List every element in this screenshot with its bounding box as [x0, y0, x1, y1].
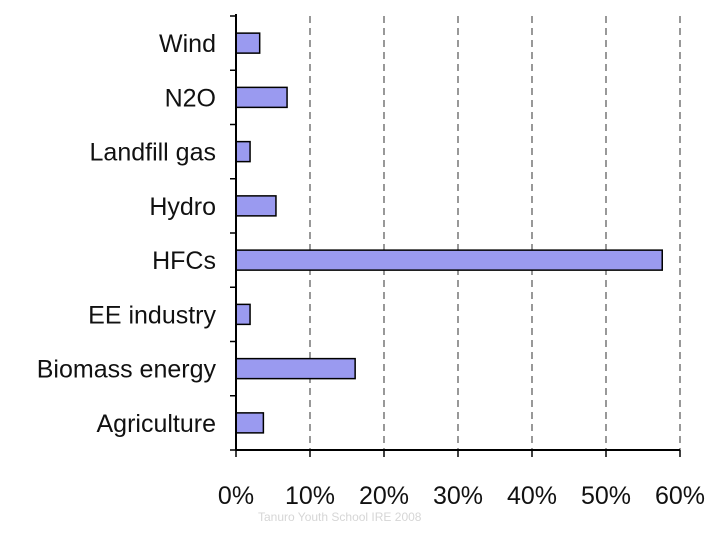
grid-lines — [309, 16, 681, 450]
category-labels: Wind N2O Landfill gas Hydro HFCs EE industry B… — [37, 30, 217, 438]
x-tick-label: 0% — [218, 482, 254, 510]
bar-landfill-gas — [235, 140, 251, 163]
x-tick-labels: 0% 10% 20% 30% 40% 50% 60% — [218, 482, 705, 510]
bars — [235, 32, 663, 434]
x-tick-label: 30% — [433, 482, 483, 510]
bar-hfcs — [235, 249, 663, 271]
category-label: Landfill gas — [90, 139, 216, 167]
category-label: EE industry — [88, 301, 216, 329]
category-label: Hydro — [149, 193, 216, 221]
x-tick-label: 20% — [359, 482, 409, 510]
bar-ee-industry — [235, 303, 251, 326]
bar-biomass-energy — [235, 357, 356, 380]
x-tick-label: 40% — [507, 482, 557, 510]
category-label: Biomass energy — [37, 356, 217, 384]
bar-wind — [235, 32, 261, 54]
x-tick-label: 50% — [581, 482, 631, 510]
bar-hydro — [235, 195, 277, 217]
category-label: Agriculture — [97, 410, 217, 438]
axes — [230, 14, 681, 457]
bar-agriculture — [235, 412, 265, 434]
x-tick-label: 60% — [655, 482, 705, 510]
watermark-text: Tanuro Youth School IRE 2008 — [258, 510, 422, 524]
category-label: N2O — [165, 84, 216, 112]
category-label: HFCs — [152, 247, 216, 275]
bar-n2o — [235, 86, 288, 109]
category-label: Wind — [159, 30, 216, 58]
x-tick-label: 10% — [285, 482, 335, 510]
